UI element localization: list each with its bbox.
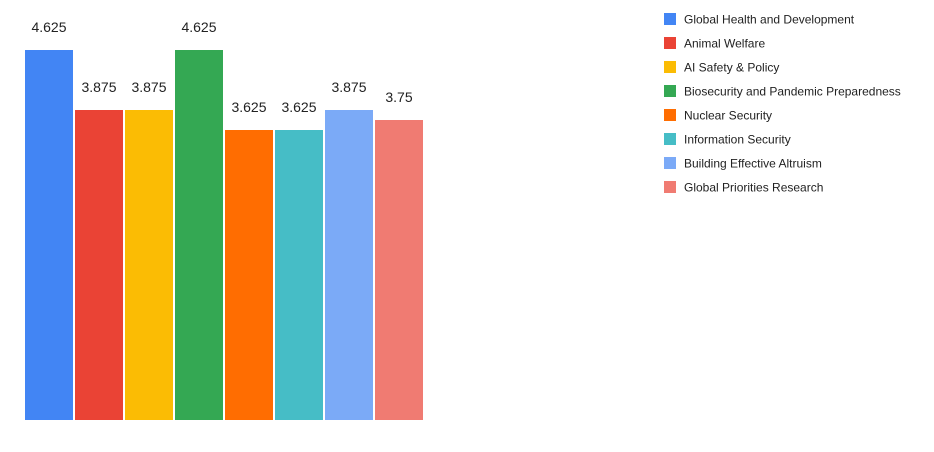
legend-swatch-6 (664, 157, 676, 169)
data-label-4: 3.625 (231, 99, 266, 115)
legend-label-0: Global Health and Development (684, 13, 855, 27)
bar-6 (325, 110, 373, 420)
legend-swatch-5 (664, 133, 676, 145)
value-labels-layer: 4.625 3.875 3.875 4.625 3.625 3.625 3.875 3.75 (31, 19, 412, 115)
data-label-6: 3.875 (331, 79, 366, 95)
legend-item-3: Biosecurity and Pandemic Preparedness (664, 85, 901, 99)
legend-label-1: Animal Welfare (684, 37, 765, 51)
bar-7 (375, 120, 423, 420)
data-label-7: 3.75 (385, 89, 412, 105)
bar-4 (225, 130, 273, 420)
legend-item-5: Information Security (664, 133, 791, 147)
bar-2 (125, 110, 173, 420)
legend-swatch-4 (664, 109, 676, 121)
legend-swatch-0 (664, 13, 676, 25)
legend: Global Health and Development Animal Welf… (664, 13, 901, 195)
legend-item-6: Building Effective Altruism (664, 157, 822, 171)
data-label-5: 3.625 (281, 99, 316, 115)
data-label-2: 3.875 (131, 79, 166, 95)
legend-swatch-1 (664, 37, 676, 49)
data-label-1: 3.875 (81, 79, 116, 95)
data-label-3: 4.625 (181, 19, 216, 35)
legend-label-6: Building Effective Altruism (684, 157, 822, 171)
legend-item-1: Animal Welfare (664, 37, 765, 51)
legend-item-2: AI Safety & Policy (664, 61, 779, 75)
legend-label-7: Global Priorities Research (684, 181, 823, 195)
bar-0 (25, 50, 73, 420)
legend-swatch-2 (664, 61, 676, 73)
legend-item-7: Global Priorities Research (664, 181, 823, 195)
legend-label-3: Biosecurity and Pandemic Preparedness (684, 85, 901, 99)
bars-layer (25, 50, 423, 420)
legend-label-4: Nuclear Security (684, 109, 772, 123)
bar-5 (275, 130, 323, 420)
legend-item-0: Global Health and Development (664, 13, 855, 27)
legend-swatch-3 (664, 85, 676, 97)
bar-1 (75, 110, 123, 420)
legend-item-4: Nuclear Security (664, 109, 772, 123)
legend-label-2: AI Safety & Policy (684, 61, 779, 75)
bar-3 (175, 50, 223, 420)
legend-swatch-7 (664, 181, 676, 193)
data-label-0: 4.625 (31, 19, 66, 35)
legend-label-5: Information Security (684, 133, 791, 147)
